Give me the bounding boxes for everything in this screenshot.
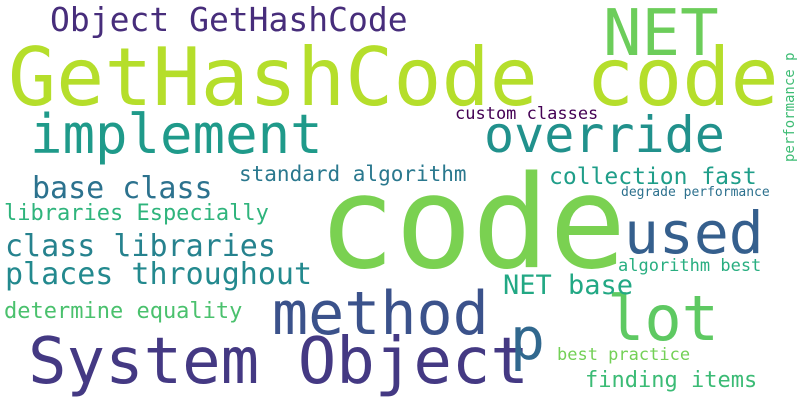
word-gethashcode-code: GetHashCode code — [8, 31, 779, 124]
word-algorithm-best: algorithm best — [618, 256, 762, 276]
word-libraries-especially: libraries Especially — [4, 201, 269, 226]
word-lot: lot — [607, 282, 719, 355]
word-object-gethashcode: Object GetHashCode — [50, 0, 408, 39]
word-standard-algorithm: standard algorithm — [239, 162, 467, 186]
word-code: code — [318, 149, 627, 298]
word-determine-equality: determine equality — [4, 299, 243, 324]
word-net: NET — [603, 0, 719, 71]
word-degrade-performance: degrade performance — [621, 185, 770, 200]
word-class-libraries: class libraries — [5, 229, 276, 264]
word-base-class: base class — [32, 171, 213, 206]
word-best-practice: best practice — [557, 345, 691, 365]
word-method: method — [272, 279, 489, 349]
word-p: p — [510, 305, 545, 373]
word-net-base: NET base — [503, 270, 634, 301]
word-finding-items: finding items — [585, 368, 758, 393]
word-places-throughout: places throughout — [5, 257, 313, 292]
word-collection-fast: collection fast — [549, 164, 757, 190]
word-performance-p: performance p — [782, 52, 798, 162]
word-used: used — [624, 199, 764, 267]
word-custom-classes: custom classes — [455, 104, 599, 124]
word-system-object: System Object — [28, 325, 529, 399]
word-override: override — [484, 106, 725, 164]
word-implement: implement — [30, 103, 323, 166]
